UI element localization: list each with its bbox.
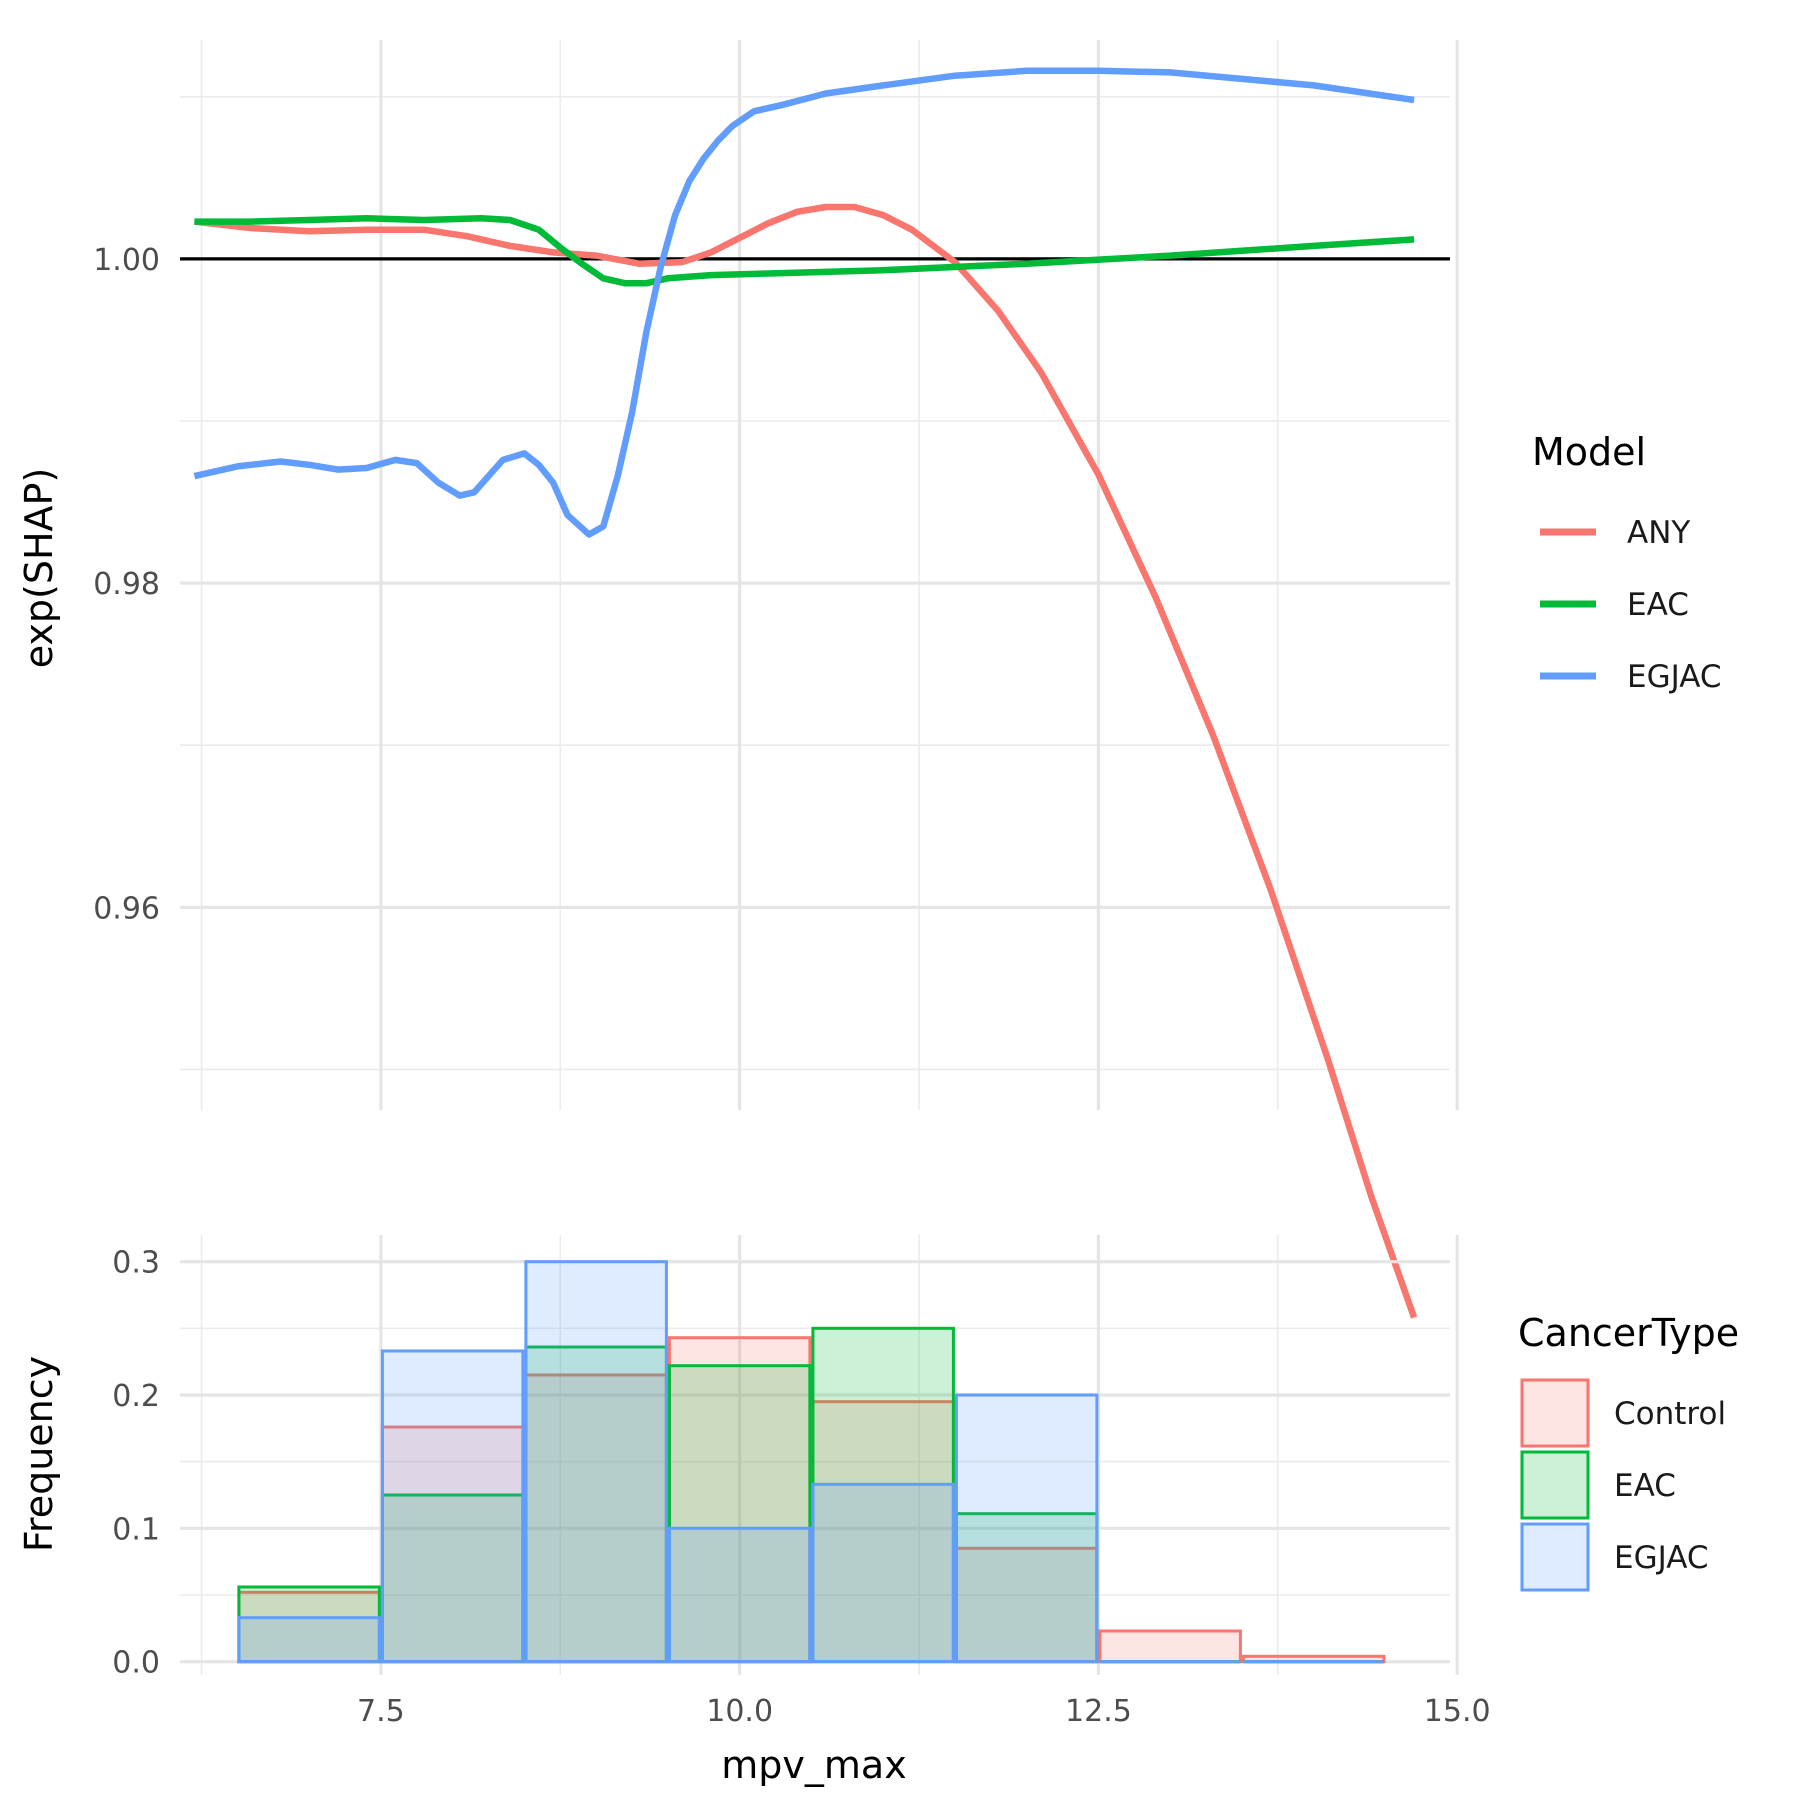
cancertype-legend-label: Control <box>1614 1396 1726 1432</box>
series-line-any <box>194 203 1418 1319</box>
model-legend-label: EGJAC <box>1627 659 1722 695</box>
x-tick-label: 12.5 <box>1065 1694 1132 1729</box>
cancertype-legend: CancerType Control EAC EGJAC <box>1518 1311 1739 1592</box>
histogram-bar-egjac <box>237 1616 381 1664</box>
cancertype-legend-label: EGJAC <box>1614 1540 1709 1576</box>
frequency-y-tick-label: 0.0 <box>112 1646 160 1681</box>
x-tick-label: 10.0 <box>706 1694 773 1729</box>
model-legend: Model ANY EAC EGJAC <box>1532 430 1722 695</box>
shap-lines <box>180 67 1450 1319</box>
shap-panel: 0.96 0.98 1.00 exp(SHAP) <box>17 40 1459 1319</box>
shap-y-tick-label: 0.98 <box>93 567 160 602</box>
x-tick-label: 7.5 <box>357 1694 405 1729</box>
frequency-y-ticks: 0.0 0.1 0.2 0.3 <box>112 1246 160 1681</box>
histogram-bar-control <box>667 1336 812 1664</box>
shap-y-ticks: 0.96 0.98 1.00 <box>93 243 160 926</box>
shap-y-axis-title: exp(SHAP) <box>17 468 61 669</box>
frequency-y-tick-label: 0.3 <box>112 1246 160 1281</box>
cancertype-legend-key-egjac <box>1520 1522 1590 1592</box>
histogram-bar-egjac <box>667 1526 812 1664</box>
frequency-y-tick-label: 0.2 <box>112 1379 160 1414</box>
histogram-bar-eac <box>811 1326 955 1664</box>
shap-y-tick-label: 1.00 <box>93 243 160 278</box>
histogram-bar-egjac <box>811 1482 955 1664</box>
histogram-bar-egjac <box>380 1349 525 1664</box>
model-legend-title: Model <box>1532 430 1646 474</box>
x-tick-label: 15.0 <box>1424 1694 1491 1729</box>
shap-y-tick-label: 0.96 <box>93 891 160 926</box>
frequency-y-tick-label: 0.1 <box>112 1512 160 1547</box>
model-legend-label: EAC <box>1627 587 1689 623</box>
histogram-bar-control <box>954 1546 1099 1664</box>
histogram-bar-control <box>811 1400 955 1664</box>
histogram-bar-egjac <box>954 1393 1099 1664</box>
series-line-eac <box>194 215 1415 287</box>
cancertype-legend-key-eac <box>1520 1450 1590 1520</box>
model-legend-label: ANY <box>1627 515 1690 551</box>
histogram-bar-control <box>1098 1629 1242 1664</box>
histogram-bar-control <box>380 1425 525 1664</box>
histogram-bar-control <box>237 1590 381 1664</box>
frequency-x-ticks: 7.5 10.0 12.5 15.0 <box>357 1694 1491 1729</box>
frequency-bars <box>237 1260 1386 1664</box>
cancertype-legend-key-control <box>1520 1378 1590 1448</box>
frequency-y-axis-title: Frequency <box>17 1356 61 1552</box>
frequency-panel: 0.0 0.1 0.2 0.3 7.5 10.0 12.5 15.0 Frequency m… <box>17 1235 1491 1787</box>
cancertype-legend-title: CancerType <box>1518 1311 1739 1355</box>
cancertype-legend-label: EAC <box>1614 1468 1676 1504</box>
shap-grid <box>180 40 1459 1110</box>
histogram-bar-eac <box>667 1364 812 1664</box>
series-line-egjac <box>193 67 1415 538</box>
histogram-bar-egjac <box>524 1260 668 1664</box>
x-axis-title: mpv_max <box>721 1743 906 1787</box>
